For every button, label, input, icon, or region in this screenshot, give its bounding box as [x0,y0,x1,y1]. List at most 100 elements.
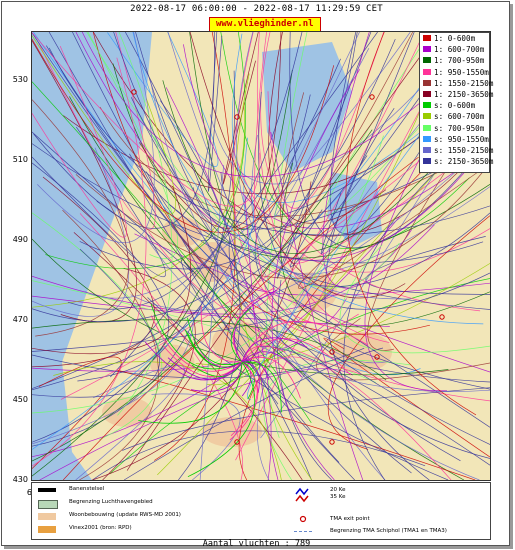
legend-item: s: 2150-3650m [420,156,493,167]
flight-track [122,387,490,451]
flight-track [191,361,243,377]
flight-track [92,32,430,335]
flight-track [207,32,455,386]
flight-track [32,155,368,389]
legend-item: 1: 0-600m [420,33,489,44]
flight-track [32,295,390,327]
noise-contour-icon [295,487,309,503]
legend-swatch [423,124,431,131]
flight-track [148,231,490,402]
airport-limit-label: Begrenzing Luchthavengebied [69,499,153,505]
flight-track [270,132,364,480]
tma-exit-point [234,114,240,120]
flight-track [241,359,270,380]
flight-track [241,337,308,363]
legend-item: s: 700-950m [420,123,489,134]
flight-track [48,47,490,236]
legend-label: s: 1550-2150m [434,145,494,155]
tma-exit-point-icon [299,515,307,523]
flight-track [32,70,235,447]
flight-track [339,244,490,354]
runway-label: Banenstelsel [69,486,105,492]
flight-track [81,32,436,178]
flight-track [96,200,312,480]
flight-track [32,102,246,308]
legend-item: s: 600-700m [420,111,489,122]
flight-track [45,32,246,270]
flight-track [150,315,243,372]
flight-track [160,100,241,480]
legend-swatch [423,102,431,109]
flight-track [320,32,415,255]
flight-track [232,150,490,273]
flight-track [32,38,396,323]
legend-label: s: 600-700m [434,112,485,122]
legend-label: s: 700-950m [434,123,485,133]
flight-track [223,32,425,311]
flight-track [136,110,386,480]
flight-track [32,212,163,441]
legend-swatch [423,79,431,86]
housing-swatch [38,513,56,520]
legend-label: 1: 2150-3650m [434,89,494,99]
flight-count: Aantal vluchten : 789 [202,539,311,549]
legend-item: s: 0-600m [420,100,489,111]
flight-track [167,32,386,364]
flight-track [241,351,303,378]
flight-track [187,317,243,366]
legend-swatch [423,57,431,64]
flight-track [200,305,243,363]
urban-area [149,344,195,380]
flight-track [32,38,335,233]
urban-area [202,417,262,447]
flight-track [39,368,354,480]
legend-item: 1: 600-700m [420,44,489,55]
legend-label: 1: 950-1550m [434,67,489,77]
flight-track [75,162,490,279]
flight-track [110,32,378,378]
flight-track [32,289,334,352]
flight-track [117,32,173,416]
legend-swatch [423,158,431,165]
flight-track [132,32,484,325]
flight-track [32,162,169,382]
flight-track [190,361,243,392]
flight-track [241,361,282,413]
legend-label: 1: 600-700m [434,45,485,55]
airport-limit-swatch [38,500,58,509]
legend-item: 1: 700-950m [420,55,489,66]
site-link[interactable]: www.vlieghinder.nl [209,17,321,32]
legend-swatch [423,146,431,153]
y-label-530: 530 [12,75,28,84]
flight-track [32,143,484,264]
map-canvas [32,32,490,480]
flight-track [38,32,156,230]
flight-track [107,32,219,167]
flight-track [79,32,358,270]
flight-track [32,319,387,381]
flight-track [79,213,244,480]
tma-limit-swatch [294,531,312,532]
flight-track [267,32,385,209]
flight-track [271,69,360,480]
housing-label: Woonbebouwing (update RWS-MD 2001) [69,512,181,518]
flight-track [37,32,155,243]
tma-exit-point [439,314,445,320]
urban-area [212,322,272,362]
page-title: 2022-08-17 06:00:00 - 2022-08-17 11:29:5… [130,4,383,14]
flight-track [92,181,312,480]
flight-track [32,317,194,445]
flight-track [327,215,490,450]
flight-track [32,32,260,207]
legend-label: s: 0-600m [434,101,476,111]
tma-exit-point [131,89,137,95]
flight-track-map[interactable] [31,31,491,481]
legend-label: s: 2150-3650m [434,157,494,167]
flight-track [99,106,490,217]
flight-track [230,307,252,363]
flight-track [32,135,384,414]
legend-swatch [423,135,431,142]
flight-track [189,32,406,299]
flight-track [32,32,412,474]
flight-track [150,81,480,480]
